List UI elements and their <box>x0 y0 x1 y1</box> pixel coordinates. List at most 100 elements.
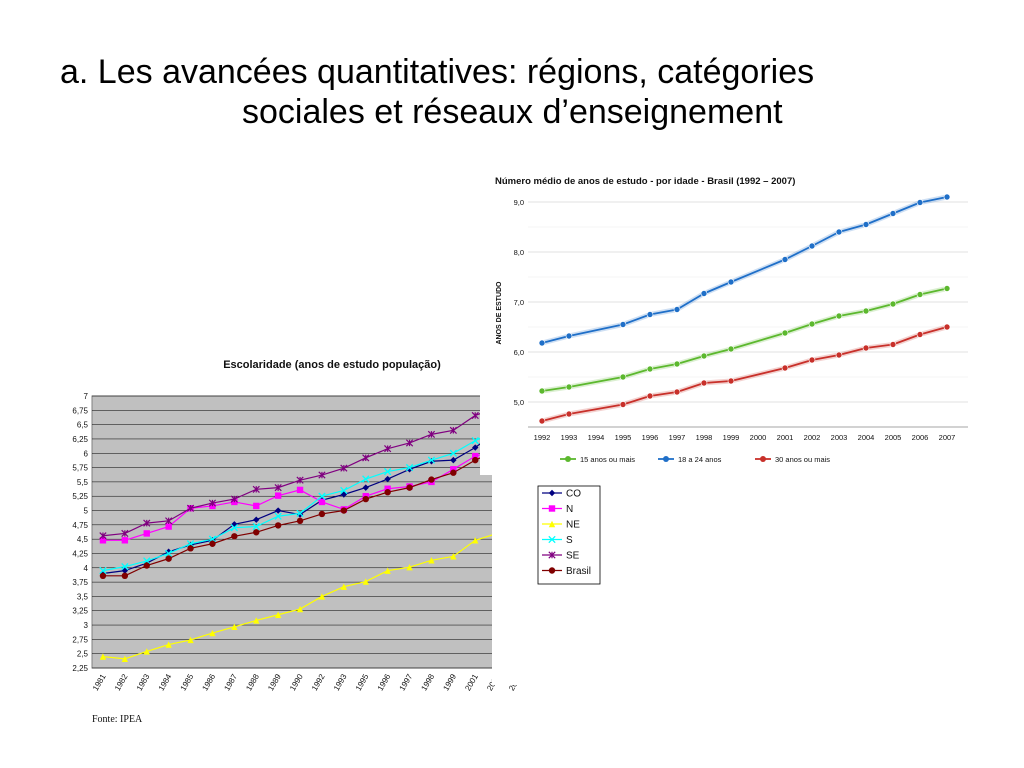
chart1-source: Fonte: IPEA <box>92 714 143 725</box>
chart1-point-n <box>296 486 304 494</box>
chart1-x-tick-label: 1987 <box>222 672 239 692</box>
chart1-y-tick-label: 4,25 <box>72 549 88 558</box>
chart2-point-18-a-24-anos <box>862 221 870 228</box>
chart2-point-15-anos-ou-mais <box>943 285 951 292</box>
chart2-point-18-a-24-anos <box>619 321 627 328</box>
chart1-y-tick-label: 2,75 <box>72 635 88 644</box>
chart1-y-tick-label: 6,5 <box>77 421 89 430</box>
chart2-point-18-a-24-anos <box>700 290 708 297</box>
chart2-y-tick-label: 9,0 <box>514 198 524 207</box>
chart1-legend-marker-n <box>548 505 556 512</box>
chart1-series-line-co <box>102 421 520 575</box>
chart1-point-brasil <box>406 484 413 491</box>
chart1-y-tick-label: 4 <box>84 564 89 573</box>
chart2-point-18-a-24-anos <box>673 306 681 313</box>
chart2-legend-marker-18-a-24-anos <box>663 456 669 462</box>
chart2-point-18-a-24-anos <box>646 311 654 318</box>
chart1-point-ne <box>253 617 260 624</box>
chart1-point-se <box>449 426 457 434</box>
chart1-point-s <box>274 512 282 520</box>
chart2-point-30-anos-ou-mais <box>808 356 816 364</box>
chart1-point-se <box>427 430 436 438</box>
chart1-legend <box>537 485 601 585</box>
slide-title-line-2: sociales et réseaux d’enseignement <box>242 93 783 131</box>
chart1-point-s <box>186 540 195 548</box>
chart2-ylabel: ANOS DE ESTUDO <box>496 281 503 345</box>
chart1-y-tick-label: 7 <box>84 392 89 401</box>
chart1-point-s <box>252 522 260 531</box>
chart1-y-tick-label: 4,75 <box>72 521 88 530</box>
chart2-point-15-anos-ou-mais <box>619 373 627 381</box>
chart1-y-tick-label: 2,25 <box>72 664 88 673</box>
chart2-x-tick-label: 1997 <box>669 433 686 442</box>
chart1-x-tick-label: 1983 <box>135 672 152 692</box>
chart1-y-tick-label: 4,5 <box>77 535 89 544</box>
chart1-point-ne <box>274 611 282 618</box>
chart1-y-tick-label: 5,5 <box>77 478 89 487</box>
chart1-point-ne <box>187 636 194 644</box>
chart1-point-s <box>208 535 217 543</box>
chart1-point-se <box>405 439 414 447</box>
chart2-point-30-anos-ou-mais <box>673 388 681 396</box>
chart1-point-s <box>471 437 479 445</box>
chart1-legend-marker-s <box>548 535 556 544</box>
chart2-y-tick-label: 6,0 <box>514 348 524 357</box>
chart1-point-brasil <box>165 555 172 562</box>
chart1-legend-marker-brasil <box>548 567 556 574</box>
chart1-point-ne <box>428 557 435 564</box>
chart2-point-30-anos-ou-mais <box>646 392 654 400</box>
chart1-point-s <box>427 456 436 464</box>
chart1-point-se <box>340 464 348 472</box>
chart2-y-tick-label: 8,0 <box>514 248 524 257</box>
chart1-point-s <box>340 486 348 495</box>
chart1-point-n <box>99 537 107 544</box>
chart1-point-brasil <box>187 545 194 552</box>
chart1-x-tick-label: 1988 <box>244 672 261 692</box>
chart2-point-30-anos-ou-mais <box>835 351 843 359</box>
chart1-point-s <box>383 467 392 476</box>
chart1-point-co <box>450 456 457 464</box>
chart1-point-ne <box>99 653 107 660</box>
chart1-x-tick-label: 1981 <box>91 672 108 692</box>
chart1-y-tick-label: 5 <box>84 507 89 516</box>
chart1-point-se <box>274 483 282 492</box>
chart2-point-15-anos-ou-mais <box>727 345 735 353</box>
chart2-x-tick-label: 1994 <box>588 433 605 442</box>
chart2-point-18-a-24-anos <box>916 199 924 206</box>
chart1-point-brasil <box>121 572 129 580</box>
chart1-y-tick-label: 3,5 <box>77 592 89 601</box>
chart2-y-tick-label: 7,0 <box>514 298 524 307</box>
chart2-point-15-anos-ou-mais <box>808 320 816 328</box>
chart1-legend-label-se: SE <box>566 551 580 562</box>
chart1-point-ne <box>406 564 413 571</box>
chart2-point-18-a-24-anos <box>781 256 789 263</box>
chart2-legend-label-18-a-24-anos: 18 a 24 anos <box>678 455 722 464</box>
chart1-point-se <box>230 495 238 503</box>
chart1-point-ne <box>296 605 304 613</box>
chart2-legend-label-30-anos-ou-mais: 30 anos ou mais <box>775 455 830 464</box>
chart1-point-se <box>384 445 392 453</box>
chart1-point-brasil <box>209 540 216 547</box>
chart2-x-tick-label: 1992 <box>534 433 551 442</box>
chart1-point-co <box>472 444 479 451</box>
chart2-legend-label-15-anos-ou-mais: 15 anos ou mais <box>580 455 635 464</box>
chart2-point-15-anos-ou-mais <box>781 329 789 337</box>
chart2-x-tick-label: 2002 <box>804 433 821 442</box>
chart1-point-brasil <box>143 562 150 569</box>
chart2-point-18-a-24-anos <box>943 193 951 201</box>
chart2-y-tick-label: 5,0 <box>514 398 524 407</box>
chart1-point-brasil <box>340 507 348 514</box>
chart1-point-s <box>143 557 151 565</box>
chart1-point-n <box>472 452 479 460</box>
chart2-x-tick-label: 1996 <box>642 433 659 442</box>
chart1-point-ne <box>231 623 238 630</box>
chart2-point-30-anos-ou-mais <box>862 344 870 352</box>
chart1-x-tick-label: 1996 <box>376 672 393 692</box>
chart2-panel <box>480 165 970 475</box>
chart1-y-tick-label: 3,75 <box>72 578 88 587</box>
chart1-point-s <box>99 566 107 575</box>
chart1-point-n <box>121 537 129 544</box>
chart1-point-ne <box>165 641 172 648</box>
chart2-x-tick-label: 2005 <box>885 433 902 442</box>
slide-title: a. Les avancées quantitatives: régions, … <box>60 52 1000 132</box>
